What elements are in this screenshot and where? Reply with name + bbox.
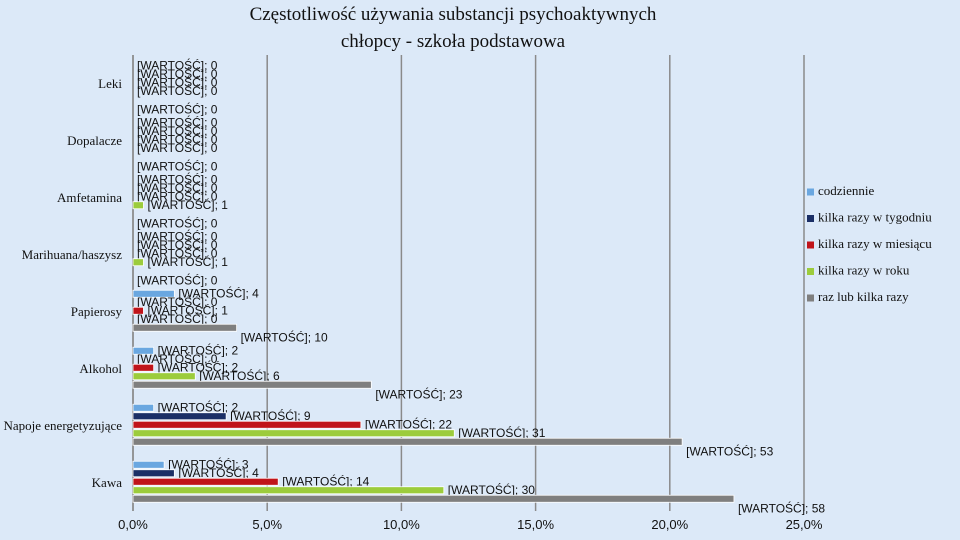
x-tick-label: 5,0%	[252, 517, 282, 532]
bar	[132, 363, 155, 372]
y-tick-label: Dopalacze	[67, 132, 122, 148]
legend-swatch	[807, 268, 814, 275]
bar	[132, 494, 735, 503]
bar	[132, 412, 227, 421]
data-label: [WARTOŚĆ]; 58	[738, 501, 825, 516]
data-label: [WARTOŚĆ]; 0	[137, 102, 218, 117]
data-label: [WARTOŚĆ]; 0	[137, 246, 218, 261]
y-tick-label: Kawa	[91, 474, 122, 490]
bar	[132, 346, 155, 355]
legend-label: raz lub kilka razy	[818, 289, 909, 304]
data-label: [WARTOŚĆ]; 2	[158, 343, 239, 358]
bar	[132, 289, 175, 298]
y-tick-label: Marihuana/haszysz	[21, 246, 122, 262]
data-label: [WARTOŚĆ]; 0	[137, 83, 218, 98]
data-label: [WARTOŚĆ]; 3	[168, 457, 249, 472]
bar	[132, 460, 165, 469]
legend-swatch	[807, 215, 814, 222]
data-label: [WARTOŚĆ]; 0	[137, 159, 218, 174]
data-label: [WARTOŚĆ]; 0	[137, 172, 218, 187]
x-tick-label: 0,0%	[118, 517, 148, 532]
data-label: [WARTOŚĆ]; 0	[137, 311, 218, 326]
legend-swatch	[807, 241, 814, 249]
bar	[132, 201, 144, 210]
y-tick-label: Alkohol	[79, 360, 122, 376]
data-label: [WARTOŚĆ]; 0	[137, 66, 218, 81]
data-label: [WARTOŚĆ]; 2	[158, 400, 239, 415]
data-label: [WARTOŚĆ]; 9	[230, 408, 311, 423]
data-label: [WARTOŚĆ]; 4	[178, 465, 259, 480]
data-label: [WARTOŚĆ]; 0	[137, 58, 218, 73]
x-tick-label: 20,0%	[651, 517, 688, 532]
legend-label: kilka razy w tygodniu	[818, 209, 932, 224]
data-label: [WARTOŚĆ]; 0	[137, 237, 218, 252]
data-label: [WARTOŚĆ]; 0	[137, 123, 218, 138]
bar	[132, 306, 144, 315]
bar	[132, 372, 196, 381]
data-label: [WARTOŚĆ]; 22	[365, 417, 452, 432]
data-label: [WARTOŚĆ]; 4	[178, 286, 259, 301]
data-label: [WARTOŚĆ]; 1	[147, 254, 228, 269]
x-tick-label: 10,0%	[383, 517, 420, 532]
bar	[132, 420, 362, 429]
legend-label: kilka razy w miesiącu	[818, 236, 932, 251]
data-label: [WARTOŚĆ]; 1	[147, 197, 228, 212]
data-label: [WARTOŚĆ]; 14	[282, 474, 369, 489]
data-label: [WARTOŚĆ]; 10	[241, 330, 328, 345]
data-label: [WARTOŚĆ]; 30	[448, 482, 535, 497]
data-label: [WARTOŚĆ]; 0	[137, 189, 218, 204]
legend-swatch	[807, 188, 814, 196]
chart-title: Częstotliwość używania substancji psycho…	[250, 4, 657, 25]
y-tick-label: Amfetamina	[57, 189, 122, 205]
bar	[132, 258, 144, 267]
data-label: [WARTOŚĆ]; 0	[137, 180, 218, 195]
bar	[132, 486, 445, 495]
bar	[132, 380, 372, 389]
data-label: [WARTOŚĆ]; 23	[375, 387, 462, 402]
data-label: [WARTOŚĆ]; 0	[137, 229, 218, 244]
data-label: [WARTOŚĆ]; 0	[137, 75, 218, 90]
data-label: [WARTOŚĆ]; 0	[137, 273, 218, 288]
data-label: [WARTOŚĆ]; 2	[158, 360, 239, 375]
y-tick-label: Papierosy	[70, 303, 122, 319]
data-label: [WARTOŚĆ]; 0	[137, 140, 218, 155]
data-label: [WARTOŚĆ]; 0	[137, 216, 218, 231]
bar	[132, 429, 455, 438]
y-tick-label: Leki	[98, 75, 122, 91]
data-label: [WARTOŚĆ]; 1	[147, 303, 228, 318]
bar	[132, 323, 238, 332]
bar	[132, 437, 683, 446]
legend-label: codziennie	[818, 183, 875, 198]
chart-subtitle: chłopcy - szkoła podstawowa	[341, 31, 566, 52]
x-tick-label: 25,0%	[786, 517, 823, 532]
data-label: [WARTOŚĆ]; 31	[458, 425, 545, 440]
data-label: [WARTOŚĆ]; 0	[137, 294, 218, 309]
data-label: [WARTOŚĆ]; 0	[137, 115, 218, 130]
y-tick-label: Napoje energetyzujące	[3, 417, 123, 433]
legend-swatch	[807, 294, 814, 302]
data-label: [WARTOŚĆ]; 0	[137, 351, 218, 366]
bar	[132, 403, 155, 412]
legend-label: kilka razy w roku	[818, 262, 910, 277]
data-label: [WARTOŚĆ]; 0	[137, 132, 218, 147]
data-label: [WARTOŚĆ]; 53	[686, 444, 773, 459]
bar	[132, 469, 175, 478]
x-tick-label: 15,0%	[517, 517, 554, 532]
data-label: [WARTOŚĆ]; 6	[199, 368, 280, 383]
bar	[132, 477, 279, 486]
